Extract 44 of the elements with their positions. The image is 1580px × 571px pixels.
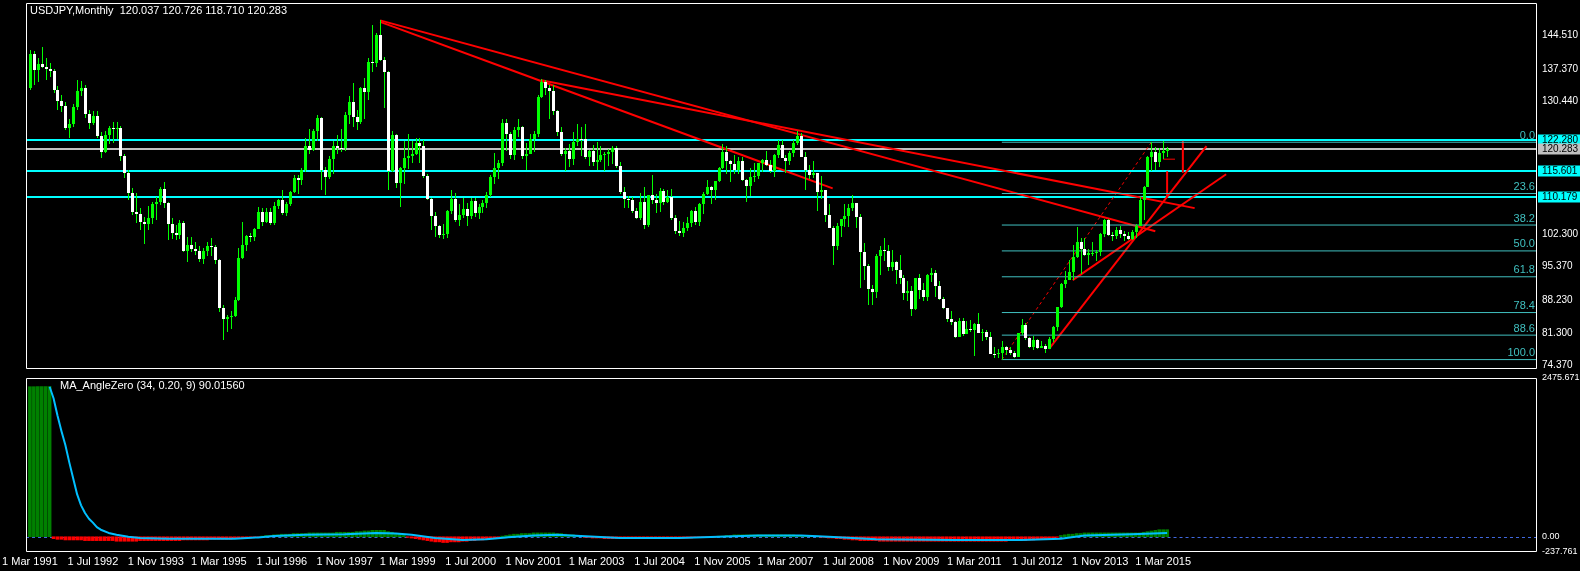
annotation: 88.6 <box>1513 321 1535 334</box>
y-tick-label: 74.370 <box>1542 359 1574 371</box>
annotation: 0.0 <box>1519 128 1535 141</box>
ref-line-label: 110.179 <box>1542 191 1578 203</box>
x-tick-label: 1 Jul 2012 <box>1011 554 1063 567</box>
ref-line-label: 115.601 <box>1542 165 1578 177</box>
x-tick-label: 1 Mar 1995 <box>190 554 247 567</box>
ref-line-label: 122.280 <box>1542 134 1579 146</box>
annotation: 100.0 <box>1507 346 1535 359</box>
y-tick-label: 144.510 <box>1542 29 1579 41</box>
x-tick-label: 1 Nov 1997 <box>316 554 373 567</box>
x-tick-label: 1 Jul 2004 <box>634 554 685 567</box>
y-tick-label: 88.230 <box>1542 293 1574 305</box>
annotation: 23.6 <box>1513 180 1535 193</box>
x-tick-label: 1 Nov 1993 <box>127 554 184 567</box>
annotation: 61.8 <box>1513 263 1535 276</box>
x-tick-label: 1 Mar 2015 <box>1135 554 1192 567</box>
x-tick-label: 1 Jul 2000 <box>445 554 497 567</box>
x-tick-label: 1 Mar 2003 <box>568 554 625 567</box>
x-tick-label: 1 Mar 1999 <box>379 554 436 567</box>
y-tick-label: 2475.671 <box>1542 372 1580 383</box>
x-tick-label: 1 Nov 2005 <box>694 554 751 567</box>
y-tick-label: 130.440 <box>1542 95 1579 107</box>
x-tick-label: 1 Nov 2013 <box>1072 554 1129 567</box>
annotation: 50.0 <box>1513 237 1535 250</box>
y-tick-label: 0.00 <box>1542 531 1560 542</box>
y-tick-label: 137.370 <box>1542 62 1579 74</box>
x-tick-label: 1 Mar 2007 <box>757 554 814 567</box>
y-tick-label: -237.761 <box>1542 546 1578 557</box>
x-tick-label: 1 Mar 2011 <box>946 554 1002 567</box>
y-tick-label: 102.300 <box>1542 227 1579 239</box>
x-tick-label: 1 Jul 1992 <box>67 554 119 567</box>
x-tick-label: 1 Nov 2001 <box>505 554 562 567</box>
chart-title: MA_AngleZero (34, 0.20, 9) 90.01560 <box>60 379 245 392</box>
x-tick-label: 1 Mar 1991 <box>2 554 58 567</box>
y-tick-label: 95.370 <box>1542 260 1574 272</box>
ref-line-label: 120.283 <box>1542 143 1579 155</box>
x-tick-label: 1 Nov 2009 <box>883 554 940 567</box>
annotation: 78.4 <box>1513 299 1535 312</box>
annotation: 38.2 <box>1513 211 1535 224</box>
y-tick-label: 81.300 <box>1542 326 1574 338</box>
chart-title: USDJPY,Monthly 120.037 120.726 118.710 120.283 <box>30 4 288 17</box>
x-tick-label: 1 Jul 2008 <box>823 554 874 567</box>
x-tick-label: 1 Jul 1996 <box>256 554 308 567</box>
